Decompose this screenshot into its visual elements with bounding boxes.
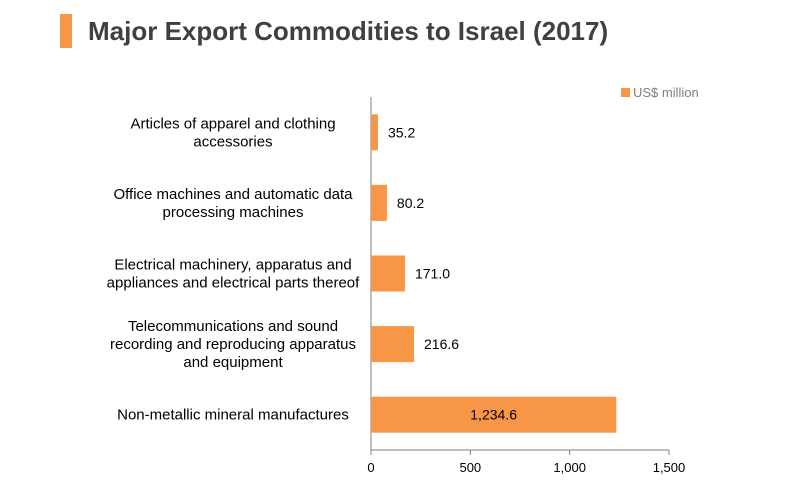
category-label: Articles of apparel and clothing accessor… bbox=[130, 115, 335, 150]
category-label-line: accessories bbox=[193, 133, 272, 150]
x-tick-label: 1,000 bbox=[553, 460, 586, 475]
category-label-line: processing machines bbox=[163, 204, 304, 221]
category-label-line: Non-metallic mineral manufactures bbox=[117, 407, 349, 424]
data-label: 35.2 bbox=[388, 124, 415, 140]
x-tick-label: 0 bbox=[367, 460, 374, 475]
category-label-line: Electrical machinery, apparatus and bbox=[114, 257, 351, 274]
x-tick-label: 1,500 bbox=[653, 460, 686, 475]
category-label-line: appliances and electrical parts thereof bbox=[107, 275, 360, 292]
bar-chart: 0 500 1,000 1,500 35.2 Articles of apparel an… bbox=[0, 0, 800, 500]
bar bbox=[371, 185, 387, 221]
bar bbox=[371, 256, 405, 292]
category-label: Telecommunications and sound recording an… bbox=[110, 318, 356, 371]
category-label: Non-metallic mineral manufactures bbox=[117, 407, 349, 424]
category-label-line: Telecommunications and sound bbox=[128, 318, 338, 335]
data-label: 216.6 bbox=[424, 336, 459, 352]
category-label: Electrical machinery, apparatus and appli… bbox=[107, 257, 360, 292]
data-label: 1,234.6 bbox=[470, 407, 517, 423]
data-label: 171.0 bbox=[415, 266, 450, 282]
category-label-line: recording and reproducing apparatus bbox=[110, 336, 356, 353]
legend-swatch bbox=[621, 88, 630, 97]
category-label-line: and equipment bbox=[183, 354, 283, 371]
category-label-line: Office machines and automatic data bbox=[113, 186, 353, 203]
legend-label: US$ million bbox=[633, 85, 699, 100]
bar bbox=[371, 114, 378, 150]
bar bbox=[371, 326, 414, 362]
category-label: Office machines and automatic data proces… bbox=[113, 186, 353, 221]
x-tick-label: 500 bbox=[459, 460, 481, 475]
category-label-line: Articles of apparel and clothing bbox=[130, 115, 335, 132]
data-label: 80.2 bbox=[397, 195, 424, 211]
